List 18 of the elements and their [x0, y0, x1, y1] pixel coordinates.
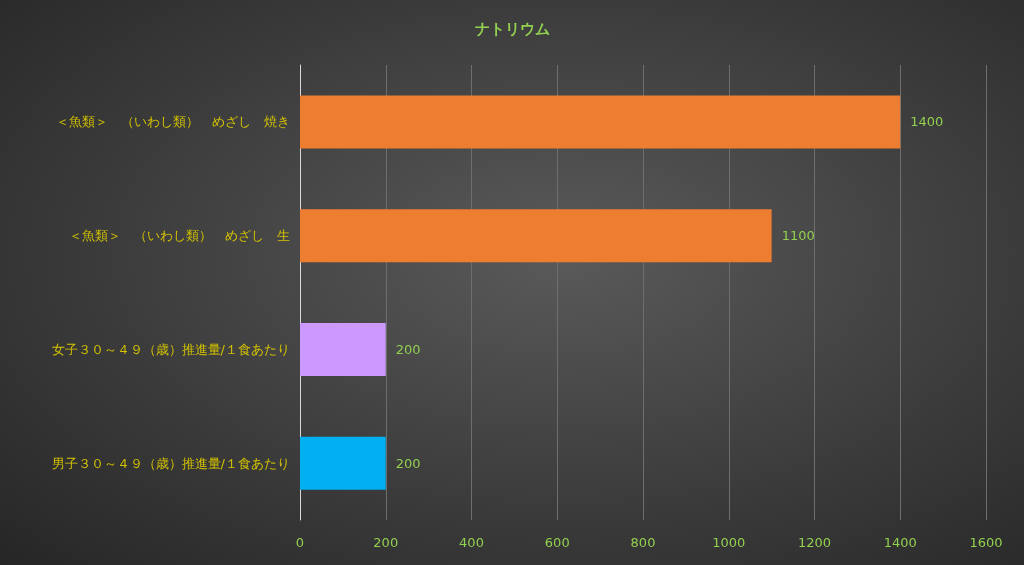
x-tick-label: 200 — [373, 535, 399, 550]
y-tick-label: ＜魚類＞ （いわし類） めざし 焼き — [56, 114, 290, 130]
y-tick-label: 男子３０～４９（歳）推進量/１食あたり — [51, 455, 290, 471]
x-tick-label: 1200 — [797, 535, 832, 550]
y-tick-label: 女子３０～４９（歳）推進量/１食あたり — [51, 341, 290, 357]
x-tick-label: 400 — [459, 535, 484, 550]
data-label: 1100 — [781, 228, 815, 244]
data-label: 1400 — [910, 114, 944, 130]
data-label: 200 — [395, 341, 421, 357]
chart-title: ナトリウム — [474, 19, 550, 38]
x-tick-label: 0 — [295, 535, 305, 550]
x-tick-label: 800 — [630, 535, 656, 550]
y-tick-label: ＜魚類＞ （いわし類） めざし 生 — [69, 228, 290, 244]
x-tick-label: 600 — [544, 535, 570, 550]
data-label: 200 — [395, 455, 421, 471]
x-tick-label: 1600 — [969, 535, 1003, 550]
x-tick-label: 1400 — [883, 535, 917, 550]
x-tick-label: 1000 — [712, 535, 746, 550]
